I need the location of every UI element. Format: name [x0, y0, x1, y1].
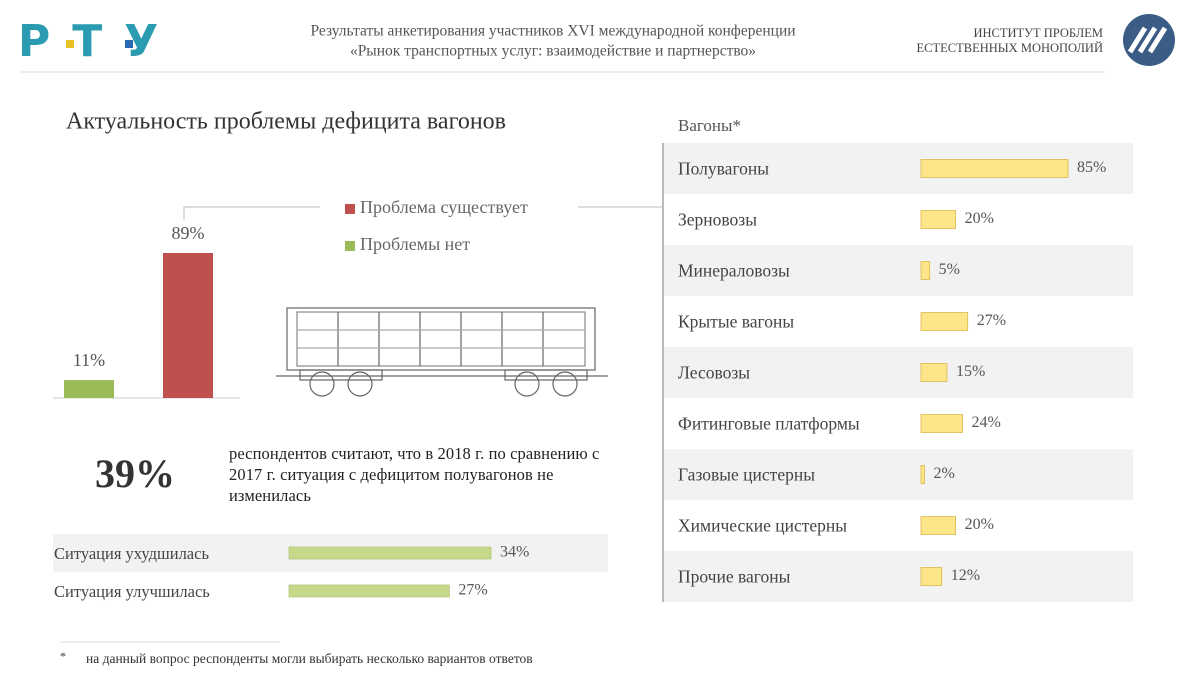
bar — [920, 363, 948, 382]
bar — [288, 584, 450, 598]
bar — [920, 210, 956, 229]
data-label: 11% — [73, 350, 105, 370]
bar — [920, 261, 931, 280]
bar — [920, 465, 925, 484]
connector — [183, 206, 320, 220]
logo-dot — [66, 40, 74, 48]
data-label: 24% — [972, 414, 1001, 431]
institute-name: ЕСТЕСТВЕННЫХ МОНОПОЛИЙ — [917, 41, 1103, 55]
bar — [920, 516, 956, 535]
institute-name: ИНСТИТУТ ПРОБЛЕМ — [973, 26, 1103, 40]
bar — [64, 380, 114, 398]
category-label: Полувагоны — [678, 159, 769, 179]
data-label: 5% — [939, 261, 960, 278]
data-label: 12% — [951, 567, 980, 584]
bar — [920, 567, 943, 586]
header-title: «Рынок транспортных услуг: взаимодействи… — [350, 43, 756, 60]
bar — [920, 414, 963, 433]
logo: РТУ — [18, 16, 180, 67]
category-label: Минераловозы — [678, 261, 790, 281]
stat-value: 39% — [95, 451, 175, 496]
data-label: 27% — [458, 582, 487, 599]
wagon-illustration — [276, 307, 608, 397]
row-band — [664, 551, 1133, 602]
category-label: Лесовозы — [678, 363, 750, 383]
chart-title: Вагоны* — [678, 116, 741, 135]
category-label: Газовые цистерны — [678, 465, 815, 485]
stat-text: респондентов считают, что в 2018 г. по с… — [229, 444, 600, 505]
bar — [288, 546, 492, 560]
footnote: на данный вопрос респонденты могли выбир… — [86, 651, 533, 666]
bar — [920, 312, 969, 331]
chart-title: Актуальность проблемы дефицита вагонов — [66, 109, 506, 135]
bar — [163, 253, 213, 398]
data-label: 27% — [977, 312, 1006, 329]
category-label: Химические цистерны — [678, 516, 847, 536]
category-label: Крытые вагоны — [678, 312, 794, 332]
category-label: Прочие вагоны — [678, 567, 791, 587]
data-label: 2% — [933, 465, 954, 482]
category-label: Ситуация ухудшилась — [54, 544, 209, 563]
row-band — [664, 449, 1133, 500]
category-label: Фитинговые платформы — [678, 414, 860, 434]
data-label: 20% — [965, 516, 994, 533]
legend-swatch — [345, 241, 355, 251]
data-label: 85% — [1077, 159, 1106, 176]
legend-label: Проблема существует — [360, 197, 528, 217]
data-label: 15% — [956, 363, 985, 380]
legend-swatch — [345, 204, 355, 214]
logo-letters: РТУ — [18, 16, 180, 67]
category-label: Зерновозы — [678, 210, 757, 230]
category-label: Ситуация улучшилась — [54, 582, 210, 601]
data-label: 20% — [965, 210, 994, 227]
bar — [920, 159, 1069, 178]
footnote-mark: * — [60, 649, 66, 663]
data-label: 89% — [172, 223, 205, 243]
data-label: 34% — [500, 544, 529, 561]
institute-logo-stripes — [1127, 26, 1168, 54]
row-band — [664, 245, 1133, 296]
logo-dot — [125, 40, 133, 48]
legend-label: Проблемы нет — [360, 234, 470, 254]
header-title: Результаты анкетирования участников XVI … — [310, 23, 795, 40]
row-band — [664, 347, 1133, 398]
